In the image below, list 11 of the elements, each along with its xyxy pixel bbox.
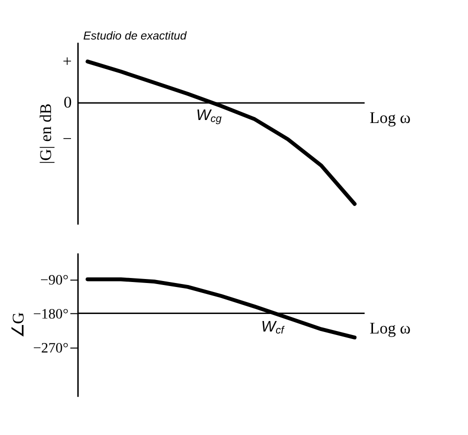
y-axis-title: |G| en dB	[37, 103, 56, 164]
text: Estudio de exactitud	[83, 30, 188, 42]
y-tick-label: −90°	[40, 272, 69, 289]
y-tick-label: −270°	[33, 340, 69, 357]
y-tick-label: −180°	[33, 306, 69, 323]
text: −	[62, 130, 72, 148]
y-axis-title: ∠G	[9, 312, 28, 338]
x-axis-title: Log ω	[370, 109, 411, 128]
text: 0	[64, 94, 72, 112]
x-axis-title: Log ω	[370, 319, 411, 338]
text: +	[62, 52, 72, 70]
